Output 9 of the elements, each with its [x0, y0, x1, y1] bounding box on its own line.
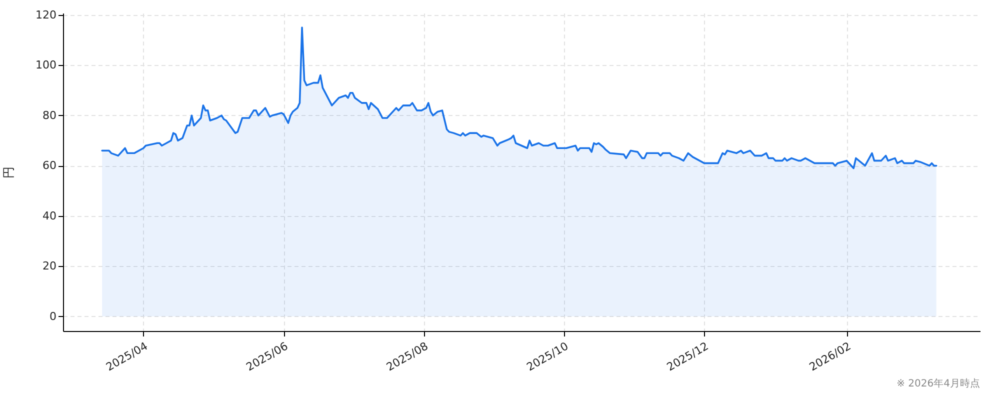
y-tick-label: 80 [42, 108, 56, 122]
text: ※ 2026年4月時点 [896, 377, 980, 390]
y-tick-label: 60 [42, 159, 56, 172]
y-axis-title: 円 [2, 166, 16, 178]
y-tick-label: 120 [36, 8, 56, 22]
y-tick-label: 40 [42, 209, 56, 222]
y-tick-label: 100 [36, 58, 56, 72]
y-tick-label: 20 [42, 260, 56, 273]
y-tick-label: 0 [50, 310, 56, 323]
